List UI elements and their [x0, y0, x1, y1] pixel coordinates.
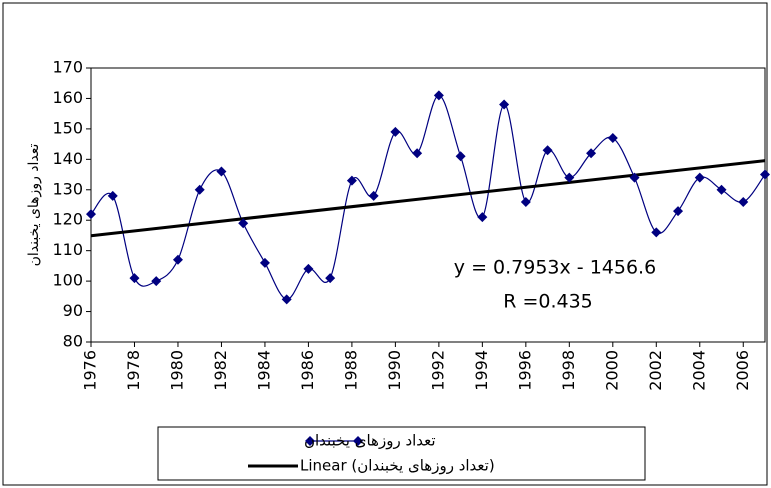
- series-line: [90, 94, 766, 300]
- y-tick-label: 120: [52, 210, 83, 229]
- marker: [303, 263, 314, 274]
- marker: [390, 126, 401, 137]
- marker: [716, 184, 727, 195]
- marker: [216, 166, 227, 177]
- y-tick-label: 160: [52, 88, 83, 107]
- x-tick-label: 1980: [167, 350, 186, 391]
- marker: [694, 172, 705, 183]
- marker: [586, 148, 597, 159]
- x-tick-label: 1986: [298, 350, 317, 391]
- marker: [325, 273, 336, 284]
- marker: [760, 169, 770, 180]
- y-axis-label: تعداد روزهای یخبندان: [26, 143, 42, 266]
- marker: [520, 196, 531, 207]
- marker: [433, 90, 444, 101]
- y-tick-label: 90: [63, 301, 83, 320]
- x-tick-label: 2004: [689, 350, 708, 391]
- marker: [172, 254, 183, 265]
- marker: [281, 294, 292, 305]
- marker: [564, 172, 575, 183]
- marker: [346, 175, 357, 186]
- x-tick-label: 2002: [646, 350, 665, 391]
- marker: [542, 145, 553, 156]
- y-tick-label: 170: [52, 58, 83, 77]
- marker: [259, 257, 270, 268]
- marker: [629, 172, 640, 183]
- marker: [151, 276, 162, 287]
- equation: y = 0.7953x - 1456.6: [454, 257, 656, 279]
- x-tick-label: 1984: [254, 350, 273, 391]
- marker: [455, 151, 466, 162]
- marker: [651, 227, 662, 238]
- x-tick-label: 1990: [385, 350, 404, 391]
- marker: [86, 209, 96, 220]
- y-tick-label: 110: [52, 240, 83, 259]
- marker: [738, 196, 749, 207]
- x-tick-label: 2000: [602, 350, 621, 391]
- marker: [238, 218, 249, 229]
- x-tick-label: 1992: [428, 350, 447, 391]
- plot-area: [90, 67, 766, 343]
- y-tick-label: 80: [63, 332, 83, 351]
- x-tick-label: 2006: [733, 350, 752, 391]
- marker: [194, 184, 205, 195]
- trendline: [90, 159, 766, 238]
- marker: [607, 133, 618, 144]
- marker: [412, 148, 423, 159]
- x-tick-label: 1976: [81, 350, 100, 391]
- x-tick-label: 1982: [211, 350, 230, 391]
- marker: [129, 273, 140, 284]
- y-tick-label: 150: [52, 118, 83, 137]
- x-tick-label: 1988: [341, 350, 360, 391]
- x-tick-label: 1978: [124, 350, 143, 391]
- legend-label: Linear (تعداد روزهای یخبندان): [300, 457, 495, 475]
- legend-marker: [353, 436, 363, 446]
- x-tick-label: 1998: [559, 350, 578, 391]
- marker: [477, 212, 488, 223]
- marker: [499, 99, 510, 110]
- legend: [157, 426, 646, 481]
- x-tick-label: 1996: [515, 350, 534, 391]
- legend-label: تعداد روزهای یخبندان: [304, 432, 436, 450]
- y-tick-label: 130: [52, 179, 83, 198]
- y-tick-label: 140: [52, 149, 83, 168]
- marker: [107, 190, 118, 201]
- y-tick-label: 100: [52, 271, 83, 290]
- legend-marker: [305, 436, 315, 446]
- marker: [673, 206, 684, 217]
- x-tick-label: 1994: [472, 350, 491, 391]
- marker: [368, 190, 379, 201]
- r-value: R =0.435: [503, 291, 593, 313]
